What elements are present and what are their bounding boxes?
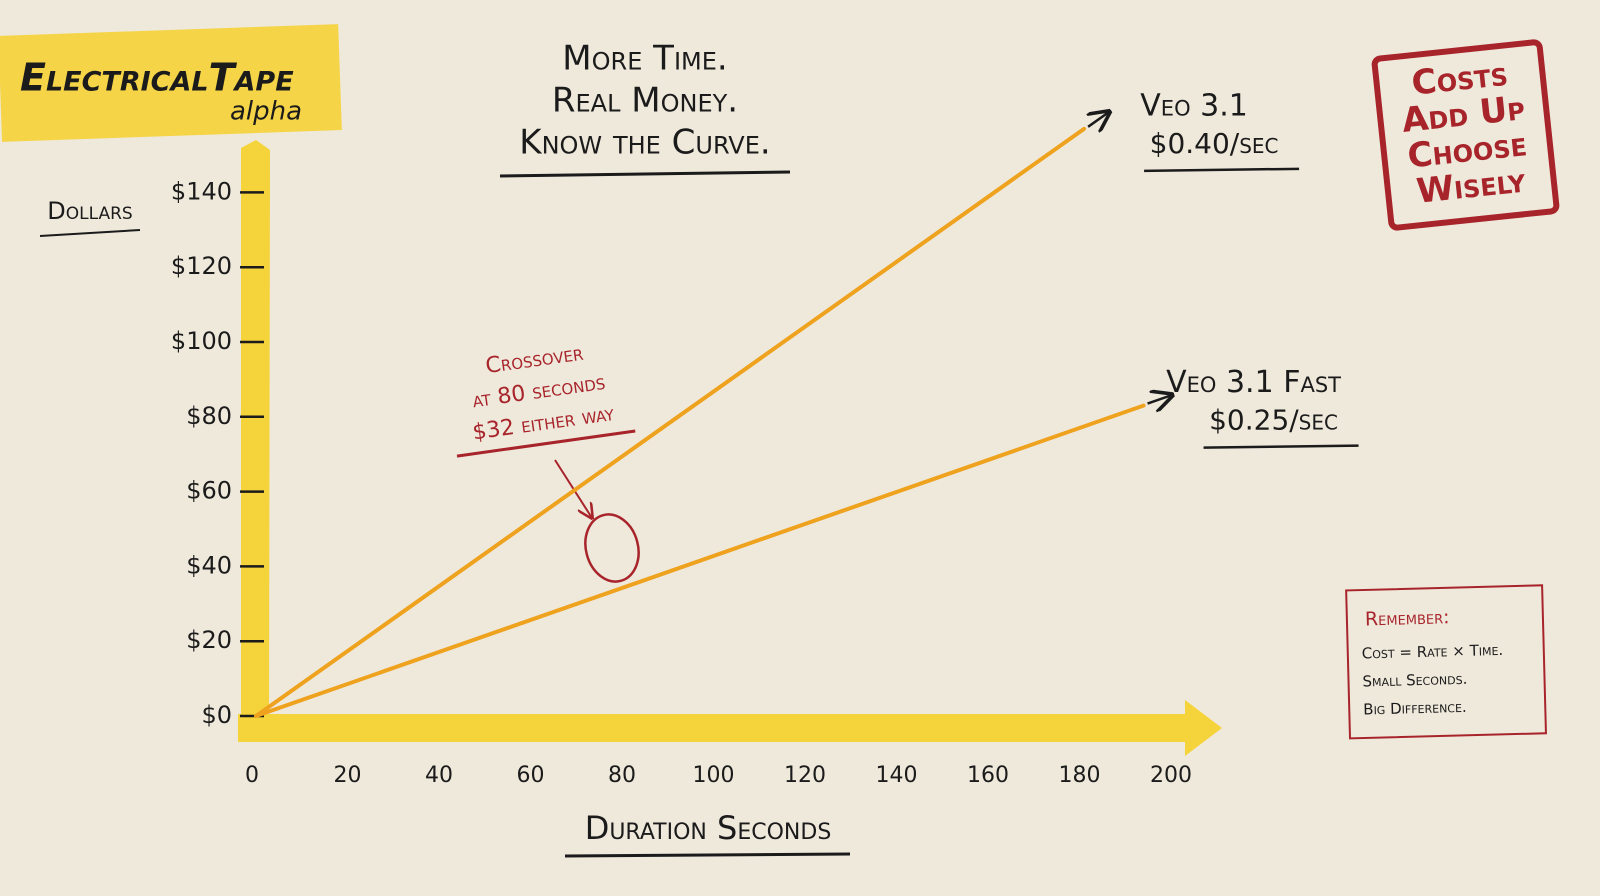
x-axis-tape — [238, 700, 1222, 756]
legend-entry: Veo 3.1 Fast — [1166, 365, 1341, 400]
y-label-underline — [39, 229, 141, 237]
y-tick-label: $0 — [201, 701, 232, 729]
rate-underline — [1144, 167, 1300, 173]
y-tick-label: $80 — [186, 402, 232, 430]
line-end-arrow — [1147, 395, 1173, 404]
y-axis-tape — [241, 140, 270, 742]
x-tick-label: 160 — [967, 763, 1009, 788]
title-underline — [499, 170, 791, 178]
note: Remember: Cost = Rate × Time. Small Seco… — [1345, 584, 1547, 740]
x-tick-label: 180 — [1059, 763, 1101, 788]
brand-name: ElectricalTape — [20, 56, 294, 100]
y-tick-label: $140 — [171, 177, 232, 205]
annotation: Crossover at 80 seconds $32 either way — [456, 341, 636, 458]
series-rate: $0.25/sec — [1209, 404, 1338, 437]
line-end-arrow — [1088, 112, 1109, 127]
y-tick-label: $60 — [186, 477, 232, 505]
title-line: More Time. — [562, 39, 727, 79]
y-tick-label: $120 — [171, 252, 232, 280]
title-line: Know the Curve. — [519, 123, 770, 163]
y-tick-label: $100 — [171, 327, 232, 355]
x-tick-label: 100 — [693, 763, 735, 788]
x-label-underline — [564, 852, 851, 858]
note-border — [1345, 584, 1547, 740]
series-line — [254, 126, 1087, 718]
x-axis-label: Duration Seconds — [585, 809, 832, 847]
y-axis-label: Dollars — [47, 197, 132, 225]
brand-tag: alpha — [230, 97, 302, 127]
note-line: Cost = Rate × Time. — [1362, 641, 1504, 663]
note-line: Big Difference. — [1363, 698, 1467, 719]
x-tick-label: 20 — [334, 763, 362, 788]
x-tick-label: 80 — [608, 763, 636, 788]
series-line — [254, 403, 1146, 718]
x-tick-label: 60 — [517, 763, 545, 788]
y-tick-label: $20 — [186, 626, 232, 654]
x-tick-label: 40 — [425, 763, 453, 788]
x-tick-label: 200 — [1150, 763, 1192, 788]
annotation-circle — [584, 513, 640, 583]
stamp-border — [1371, 39, 1560, 231]
brand-tape — [0, 24, 342, 142]
legend-entry: Veo 3.1 — [1140, 88, 1248, 123]
x-tick-label: 140 — [876, 763, 918, 788]
title-line: Real Money. — [552, 81, 738, 121]
note-line: Small Seconds. — [1362, 670, 1467, 691]
note-heading: Remember: — [1365, 606, 1450, 630]
y-tick-label: $40 — [186, 551, 232, 579]
annotation-underline — [456, 429, 636, 458]
stamp: Costs Add Up Choose Wisely — [1371, 39, 1560, 231]
series-rate: $0.40/sec — [1150, 127, 1279, 160]
x-tick-label: 0 — [245, 763, 259, 788]
rate-underline — [1203, 444, 1359, 449]
x-tick-label: 120 — [784, 763, 826, 788]
